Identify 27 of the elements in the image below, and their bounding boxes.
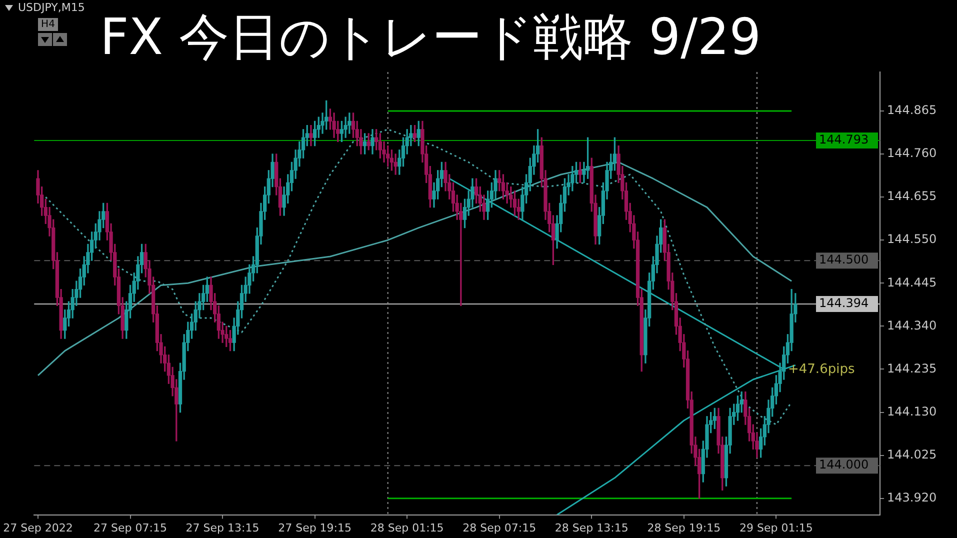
x-tick-label: 28 Sep 01:15: [370, 521, 444, 534]
y-tick-label: 144.865: [887, 103, 937, 118]
y-tick-label: 144.550: [887, 232, 937, 246]
ref-line-label: 144.793: [819, 132, 869, 147]
y-tick-label: 144.445: [887, 275, 937, 290]
y-tick-label: 144.655: [887, 189, 937, 204]
text: H4: [38, 18, 58, 31]
x-tick-label: 27 Sep 2022: [3, 521, 73, 534]
chart-subtitle: USDJPY,M15: [18, 1, 85, 14]
y-tick-label: 144.130: [887, 404, 937, 418]
x-tick-label: 28 Sep 13:15: [554, 521, 628, 534]
ref-line-label: 144.500: [819, 252, 869, 267]
y-tick-label: 144.760: [887, 146, 937, 160]
x-tick-label: 27 Sep 13:15: [186, 521, 260, 534]
ref-line-label: 144.394: [819, 296, 869, 310]
x-tick-label: 28 Sep 19:15: [647, 521, 721, 534]
ref-line-label: 144.000: [819, 458, 869, 472]
y-tick-label: 144.025: [887, 447, 937, 462]
y-tick-label: 144.340: [887, 318, 937, 332]
y-tick-label: 144.235: [887, 361, 937, 376]
x-tick-label: 27 Sep 07:15: [94, 521, 167, 534]
annotation: +47.6pips: [788, 362, 855, 377]
x-tick-label: 28 Sep 07:15: [462, 521, 536, 534]
x-tick-label: 29 Sep 01:15: [739, 521, 813, 534]
x-tick-label: 27 Sep 19:15: [278, 521, 352, 534]
chart-title: FX 今日のトレード戦略 9/29: [100, 7, 762, 68]
y-tick-label: 143.920: [887, 490, 937, 505]
